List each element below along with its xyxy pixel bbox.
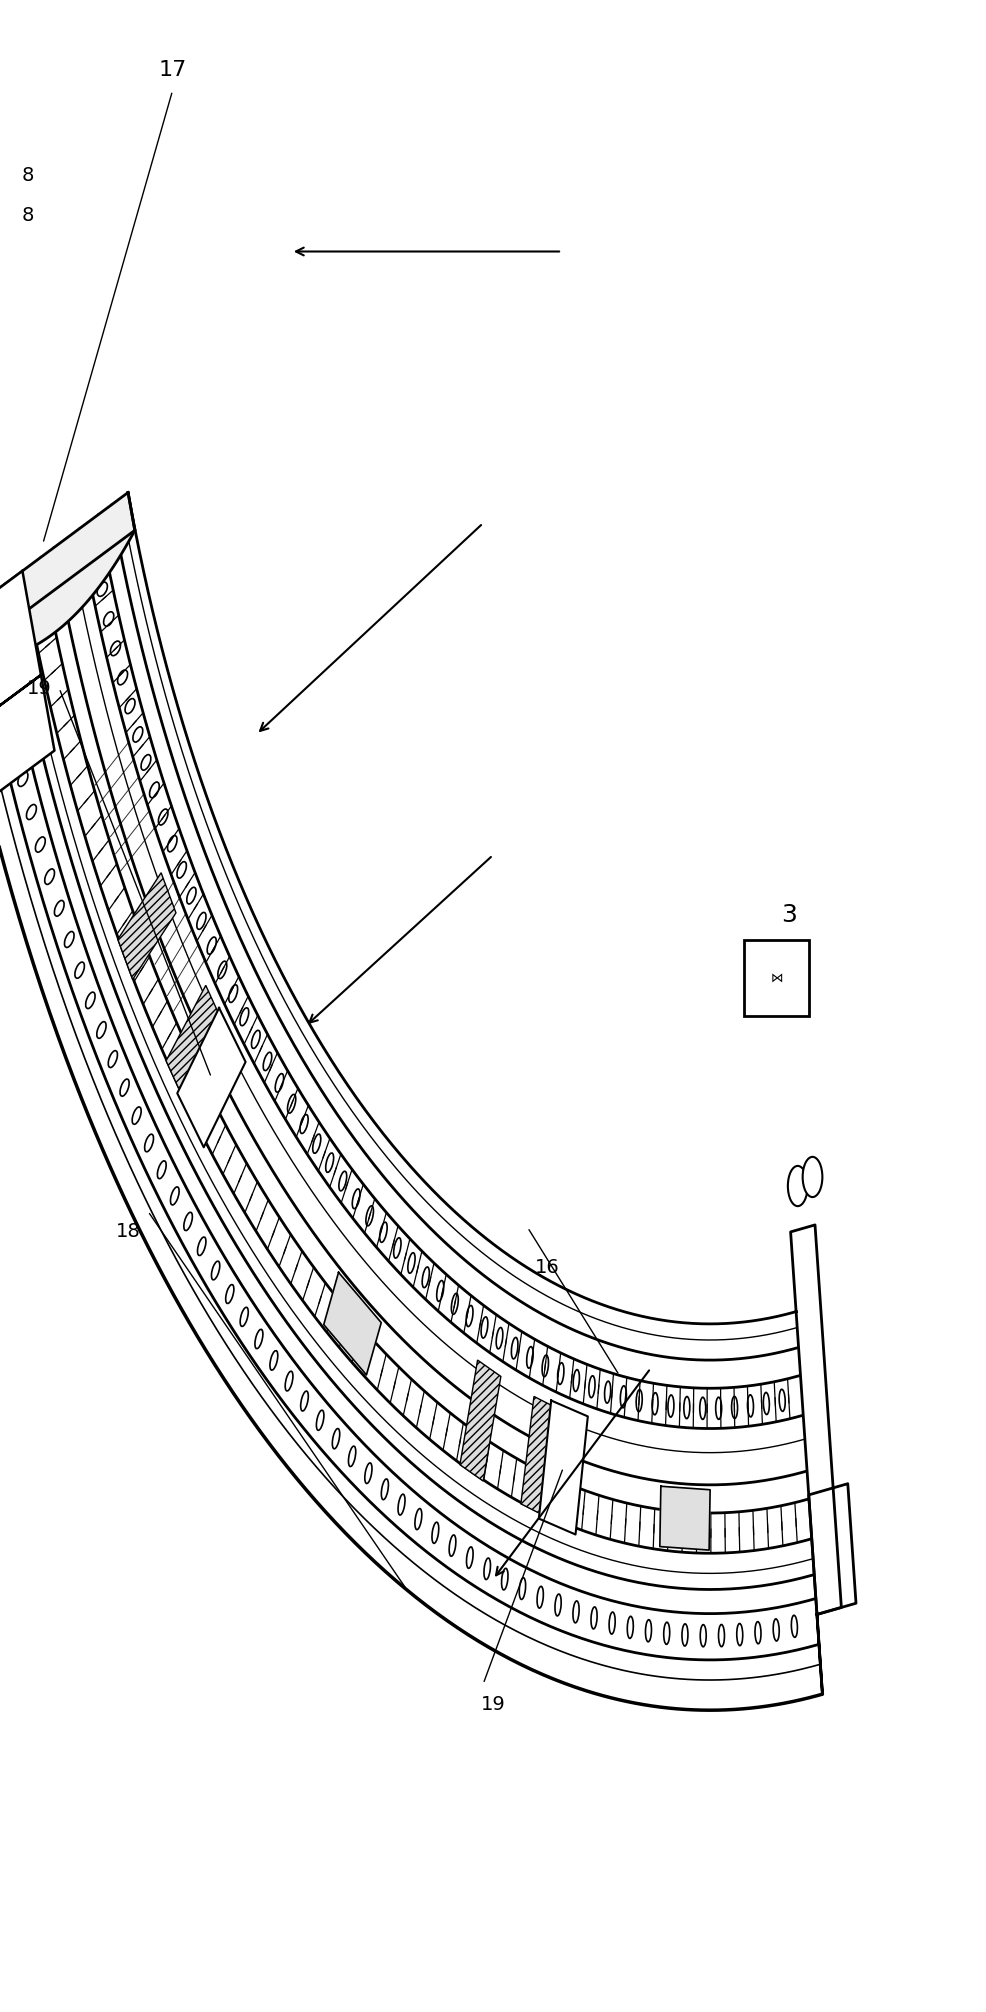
Text: 3: 3 bbox=[781, 903, 797, 928]
Text: 8: 8 bbox=[22, 205, 34, 225]
Polygon shape bbox=[791, 1225, 841, 1694]
Text: $\bowtie$: $\bowtie$ bbox=[768, 972, 784, 984]
Text: 19: 19 bbox=[480, 1694, 506, 1714]
Polygon shape bbox=[0, 571, 54, 799]
Polygon shape bbox=[323, 1272, 382, 1374]
Polygon shape bbox=[0, 493, 135, 664]
Text: 8: 8 bbox=[22, 165, 34, 185]
Polygon shape bbox=[117, 873, 176, 980]
Polygon shape bbox=[660, 1487, 710, 1549]
Text: 19: 19 bbox=[27, 678, 52, 698]
Polygon shape bbox=[521, 1396, 558, 1515]
Text: 16: 16 bbox=[534, 1258, 560, 1278]
Polygon shape bbox=[177, 1008, 246, 1147]
Circle shape bbox=[788, 1165, 808, 1205]
Text: 18: 18 bbox=[115, 1221, 141, 1241]
Polygon shape bbox=[809, 1483, 856, 1614]
Text: 17: 17 bbox=[159, 60, 186, 80]
Circle shape bbox=[803, 1157, 822, 1197]
Polygon shape bbox=[539, 1400, 588, 1535]
Bar bbox=[744, 940, 809, 1016]
Polygon shape bbox=[166, 986, 223, 1099]
Polygon shape bbox=[459, 1360, 501, 1481]
Polygon shape bbox=[0, 493, 135, 662]
